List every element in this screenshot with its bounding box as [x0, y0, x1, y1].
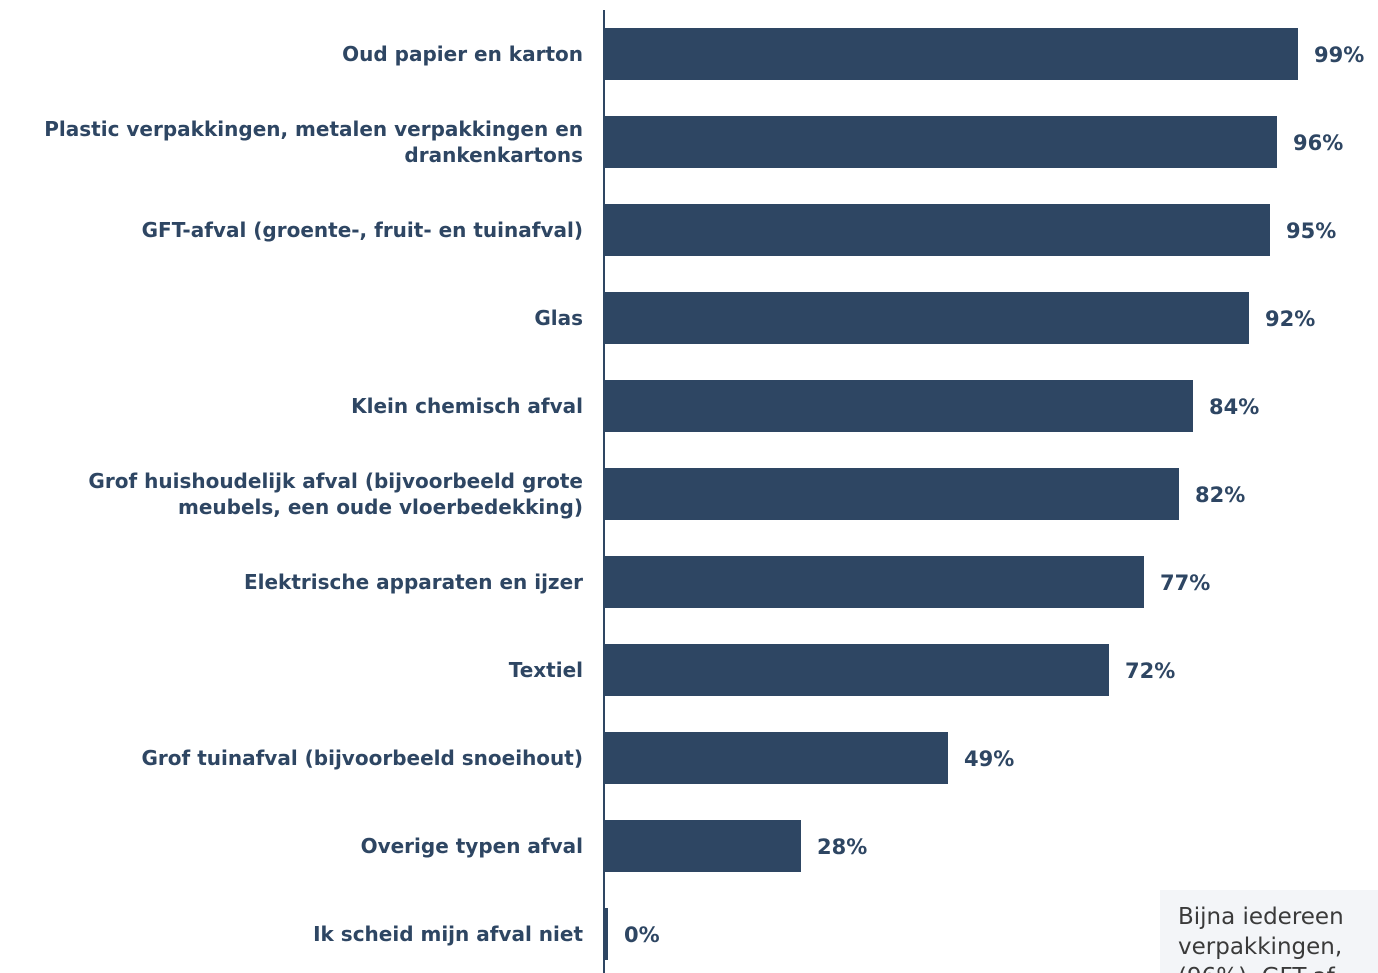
- bar: [605, 908, 608, 960]
- data-label: 0%: [624, 923, 660, 947]
- category-label: meubels, een oude vloerbedekking): [178, 495, 583, 519]
- data-label: 92%: [1265, 307, 1315, 331]
- category-label: Klein chemisch afval: [351, 394, 583, 418]
- bar: [605, 380, 1193, 432]
- bar: [605, 468, 1179, 520]
- category-label: Ik scheid mijn afval niet: [313, 922, 583, 946]
- data-label: 96%: [1293, 131, 1343, 155]
- annotation-box: Bijna iedereen verpakkingen, (96%), GFT-…: [1160, 890, 1378, 973]
- category-label: Overige typen afval: [361, 834, 583, 858]
- category-label: GFT-afval (groente-, fruit- en tuinafval…: [142, 218, 583, 242]
- bar: [605, 28, 1298, 80]
- category-label: Textiel: [509, 658, 583, 682]
- data-label: 82%: [1195, 483, 1245, 507]
- data-label: 49%: [964, 747, 1014, 771]
- data-label: 28%: [817, 835, 867, 859]
- annotation-text: Bijna iedereen verpakkingen, (96%), GFT-…: [1178, 904, 1344, 973]
- category-label: drankenkartons: [404, 143, 583, 167]
- data-label: 95%: [1286, 219, 1336, 243]
- data-label: 77%: [1160, 571, 1210, 595]
- category-label: Grof tuinafval (bijvoorbeeld snoeihout): [142, 746, 583, 770]
- bar: [605, 820, 801, 872]
- category-label: Glas: [534, 306, 583, 330]
- data-label: 72%: [1125, 659, 1175, 683]
- category-label: Grof huishoudelijk afval (bijvoorbeeld g…: [88, 469, 583, 493]
- bar: [605, 116, 1277, 168]
- bar: [605, 732, 948, 784]
- bar: [605, 644, 1109, 696]
- bar: [605, 292, 1249, 344]
- category-label: Elektrische apparaten en ijzer: [244, 570, 583, 594]
- bar: [605, 204, 1270, 256]
- category-label: Oud papier en karton: [342, 42, 583, 66]
- bar: [605, 556, 1144, 608]
- category-label: Plastic verpakkingen, metalen verpakking…: [44, 117, 583, 141]
- data-label: 84%: [1209, 395, 1259, 419]
- data-label: 99%: [1314, 43, 1364, 67]
